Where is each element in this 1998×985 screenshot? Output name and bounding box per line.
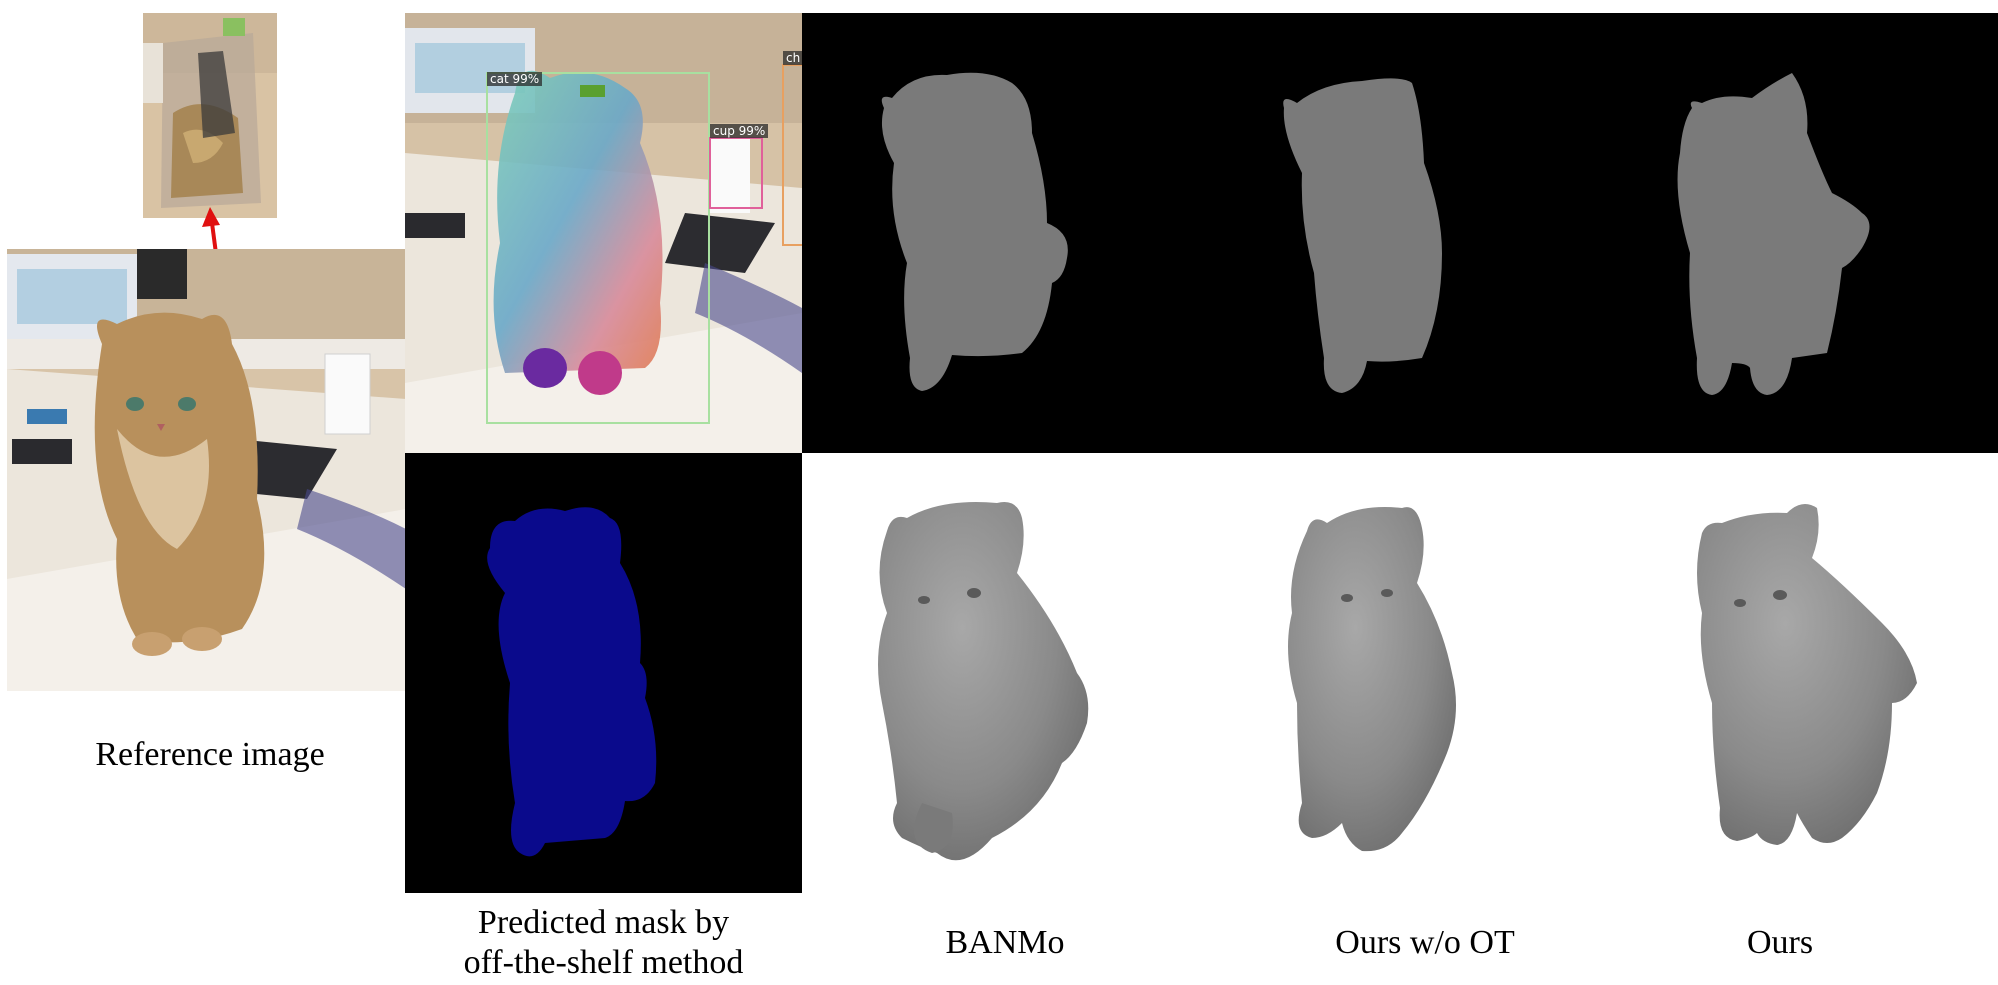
banmo-silhouette xyxy=(881,72,1068,391)
silhouette-row xyxy=(802,13,1998,453)
cup-detection-label: cup 99% xyxy=(713,124,766,138)
ours-mesh xyxy=(1697,504,1917,845)
caption-banmo: BANMo xyxy=(945,924,1065,961)
caption-predicted-mask-line2: off-the-shelf method xyxy=(463,944,744,981)
ours-silhouette xyxy=(1677,73,1870,395)
detection-image: cat 99% cup 99% ch xyxy=(405,13,802,453)
banmo-mesh xyxy=(878,502,1089,861)
ours-wo-ot-mesh xyxy=(1288,507,1456,852)
zoomed-inset-bag xyxy=(143,13,277,218)
mesh-row xyxy=(802,453,1998,893)
chair-detection-label: ch xyxy=(786,51,801,65)
caption-ours-wo-ot: Ours w/o OT xyxy=(1335,924,1515,961)
predicted-mask xyxy=(405,453,802,893)
caption-ours: Ours xyxy=(1746,924,1814,961)
caption-predicted-mask-line1: Predicted mask by xyxy=(477,904,730,941)
reference-image xyxy=(7,249,406,691)
ours-wo-ot-silhouette xyxy=(1283,78,1442,393)
cat-detection-label: cat 99% xyxy=(490,72,540,86)
caption-reference-image: Reference image xyxy=(95,736,325,773)
